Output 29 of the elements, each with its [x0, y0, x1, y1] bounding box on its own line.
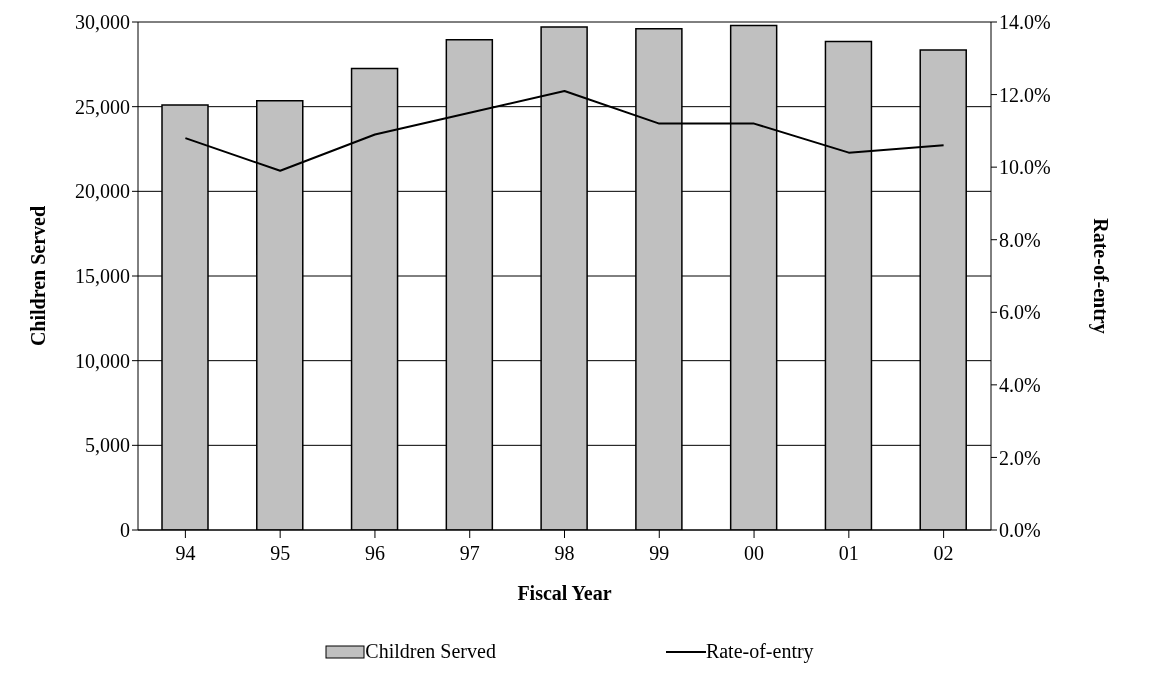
y-tick-label: 25,000: [75, 95, 130, 118]
y2-tick-label: 4.0%: [999, 373, 1041, 396]
y-tick-label: 30,000: [75, 11, 130, 34]
y-tick-label: 10,000: [75, 349, 130, 372]
y-tick-label: 0: [120, 519, 130, 542]
y-axis-title: Children Served: [27, 205, 50, 347]
legend-label: Children Served: [365, 640, 496, 663]
x-tick-label: 99: [649, 542, 670, 565]
x-tick-label: 94: [175, 542, 196, 565]
y2-axis-title: Rate-of-entry: [1088, 218, 1112, 334]
y2-tick-label: 8.0%: [999, 228, 1041, 251]
x-tick-label: 97: [459, 542, 480, 565]
y-tick-label: 15,000: [75, 265, 130, 288]
y2-tick-label: 6.0%: [999, 301, 1041, 324]
x-axis-title: Fiscal Year: [517, 582, 612, 604]
x-tick-label: 95: [270, 542, 291, 565]
legend-label: Rate-of-entry: [705, 640, 814, 663]
y2-tick-label: 0.0%: [999, 519, 1041, 542]
y2-tick-label: 10.0%: [999, 156, 1051, 179]
y2-tick-label: 14.0%: [999, 11, 1051, 34]
y2-tick-label: 2.0%: [999, 446, 1041, 469]
x-tick-label: 02: [933, 542, 954, 565]
y-tick-label: 20,000: [75, 180, 130, 203]
x-tick-label: 98: [554, 542, 575, 565]
y-tick-label: 5,000: [85, 434, 130, 457]
x-tick-label: 01: [838, 542, 859, 565]
x-tick-label: 96: [364, 542, 385, 565]
y2-tick-label: 12.0%: [999, 83, 1051, 106]
x-tick-label: 00: [744, 542, 765, 565]
